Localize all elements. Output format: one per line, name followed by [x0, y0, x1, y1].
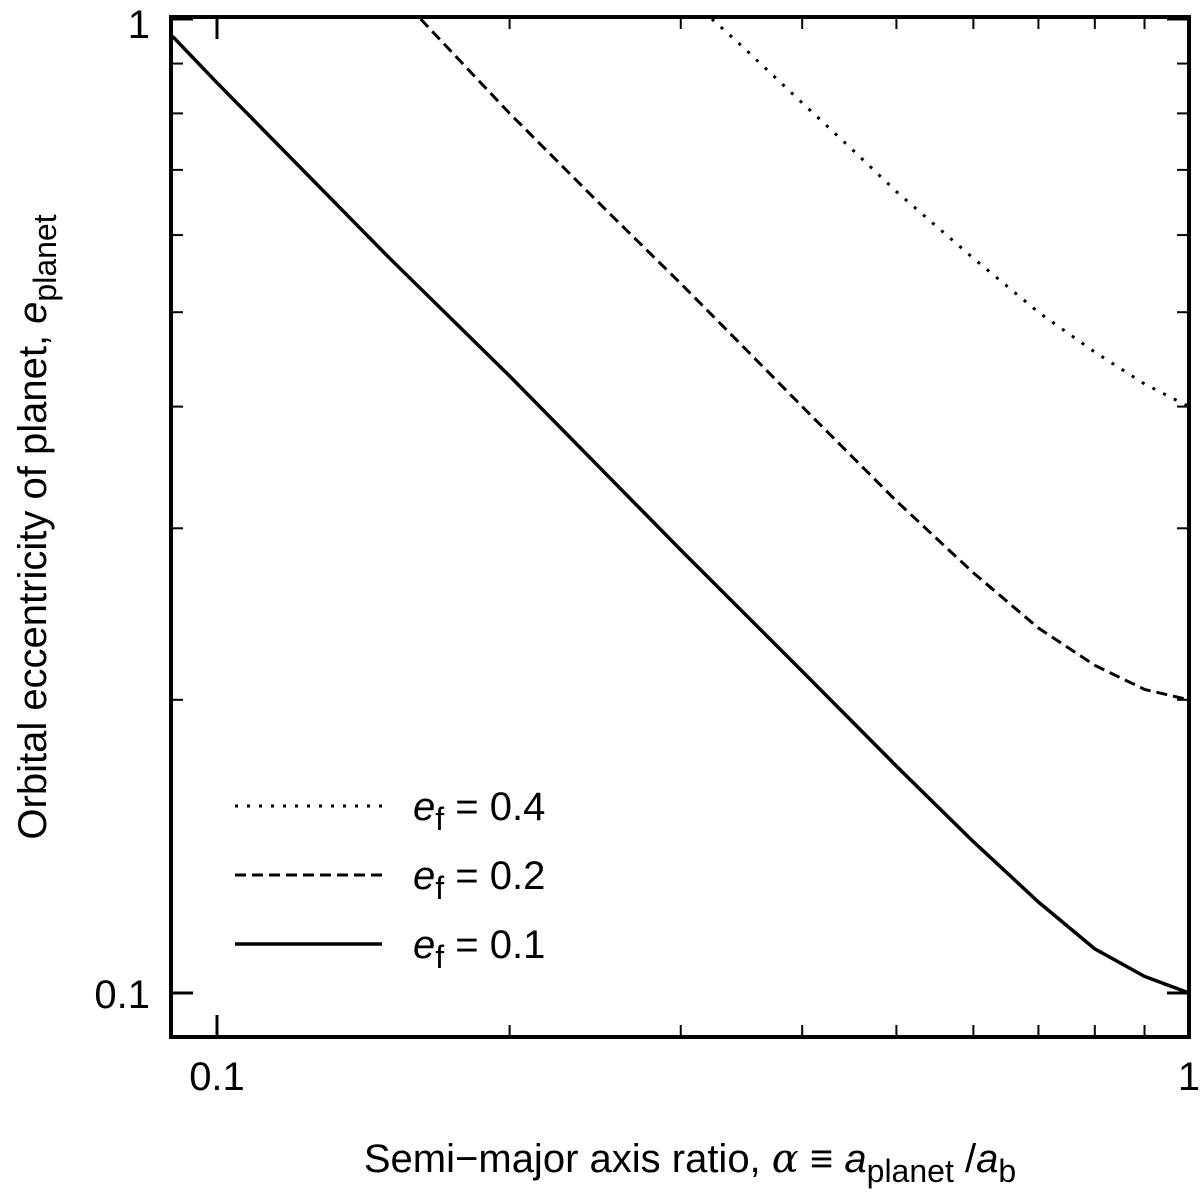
series-line-0.1 [171, 35, 1190, 995]
y-axis-title: Orbital eccentricity of planet, eplanet [11, 214, 63, 839]
series-line-0.2 [419, 17, 1190, 702]
x-axis-title: Semi−major axis ratio, α ≡ aplanet /ab [364, 1136, 1016, 1189]
legend-text-0.1: ef = 0.1 [413, 923, 545, 975]
legend-text-0.4: ef = 0.4 [413, 785, 545, 837]
x-tick-label-0.1: 0.1 [189, 1055, 245, 1099]
legend: ef = 0.4 ef = 0.2 ef = 0.1 [235, 785, 545, 975]
x-tick-label-1: 1 [1178, 1055, 1200, 1099]
series-line-0.4 [710, 17, 1190, 408]
y-tick-label-0.1: 0.1 [94, 973, 150, 1017]
y-tick-label-1: 1 [128, 3, 150, 47]
minor-ticks [171, 17, 1189, 1037]
series-lines [171, 17, 1190, 995]
major-ticks [171, 17, 1191, 1037]
plot-frame [169, 15, 1191, 1039]
legend-text-0.2: ef = 0.2 [413, 854, 545, 906]
